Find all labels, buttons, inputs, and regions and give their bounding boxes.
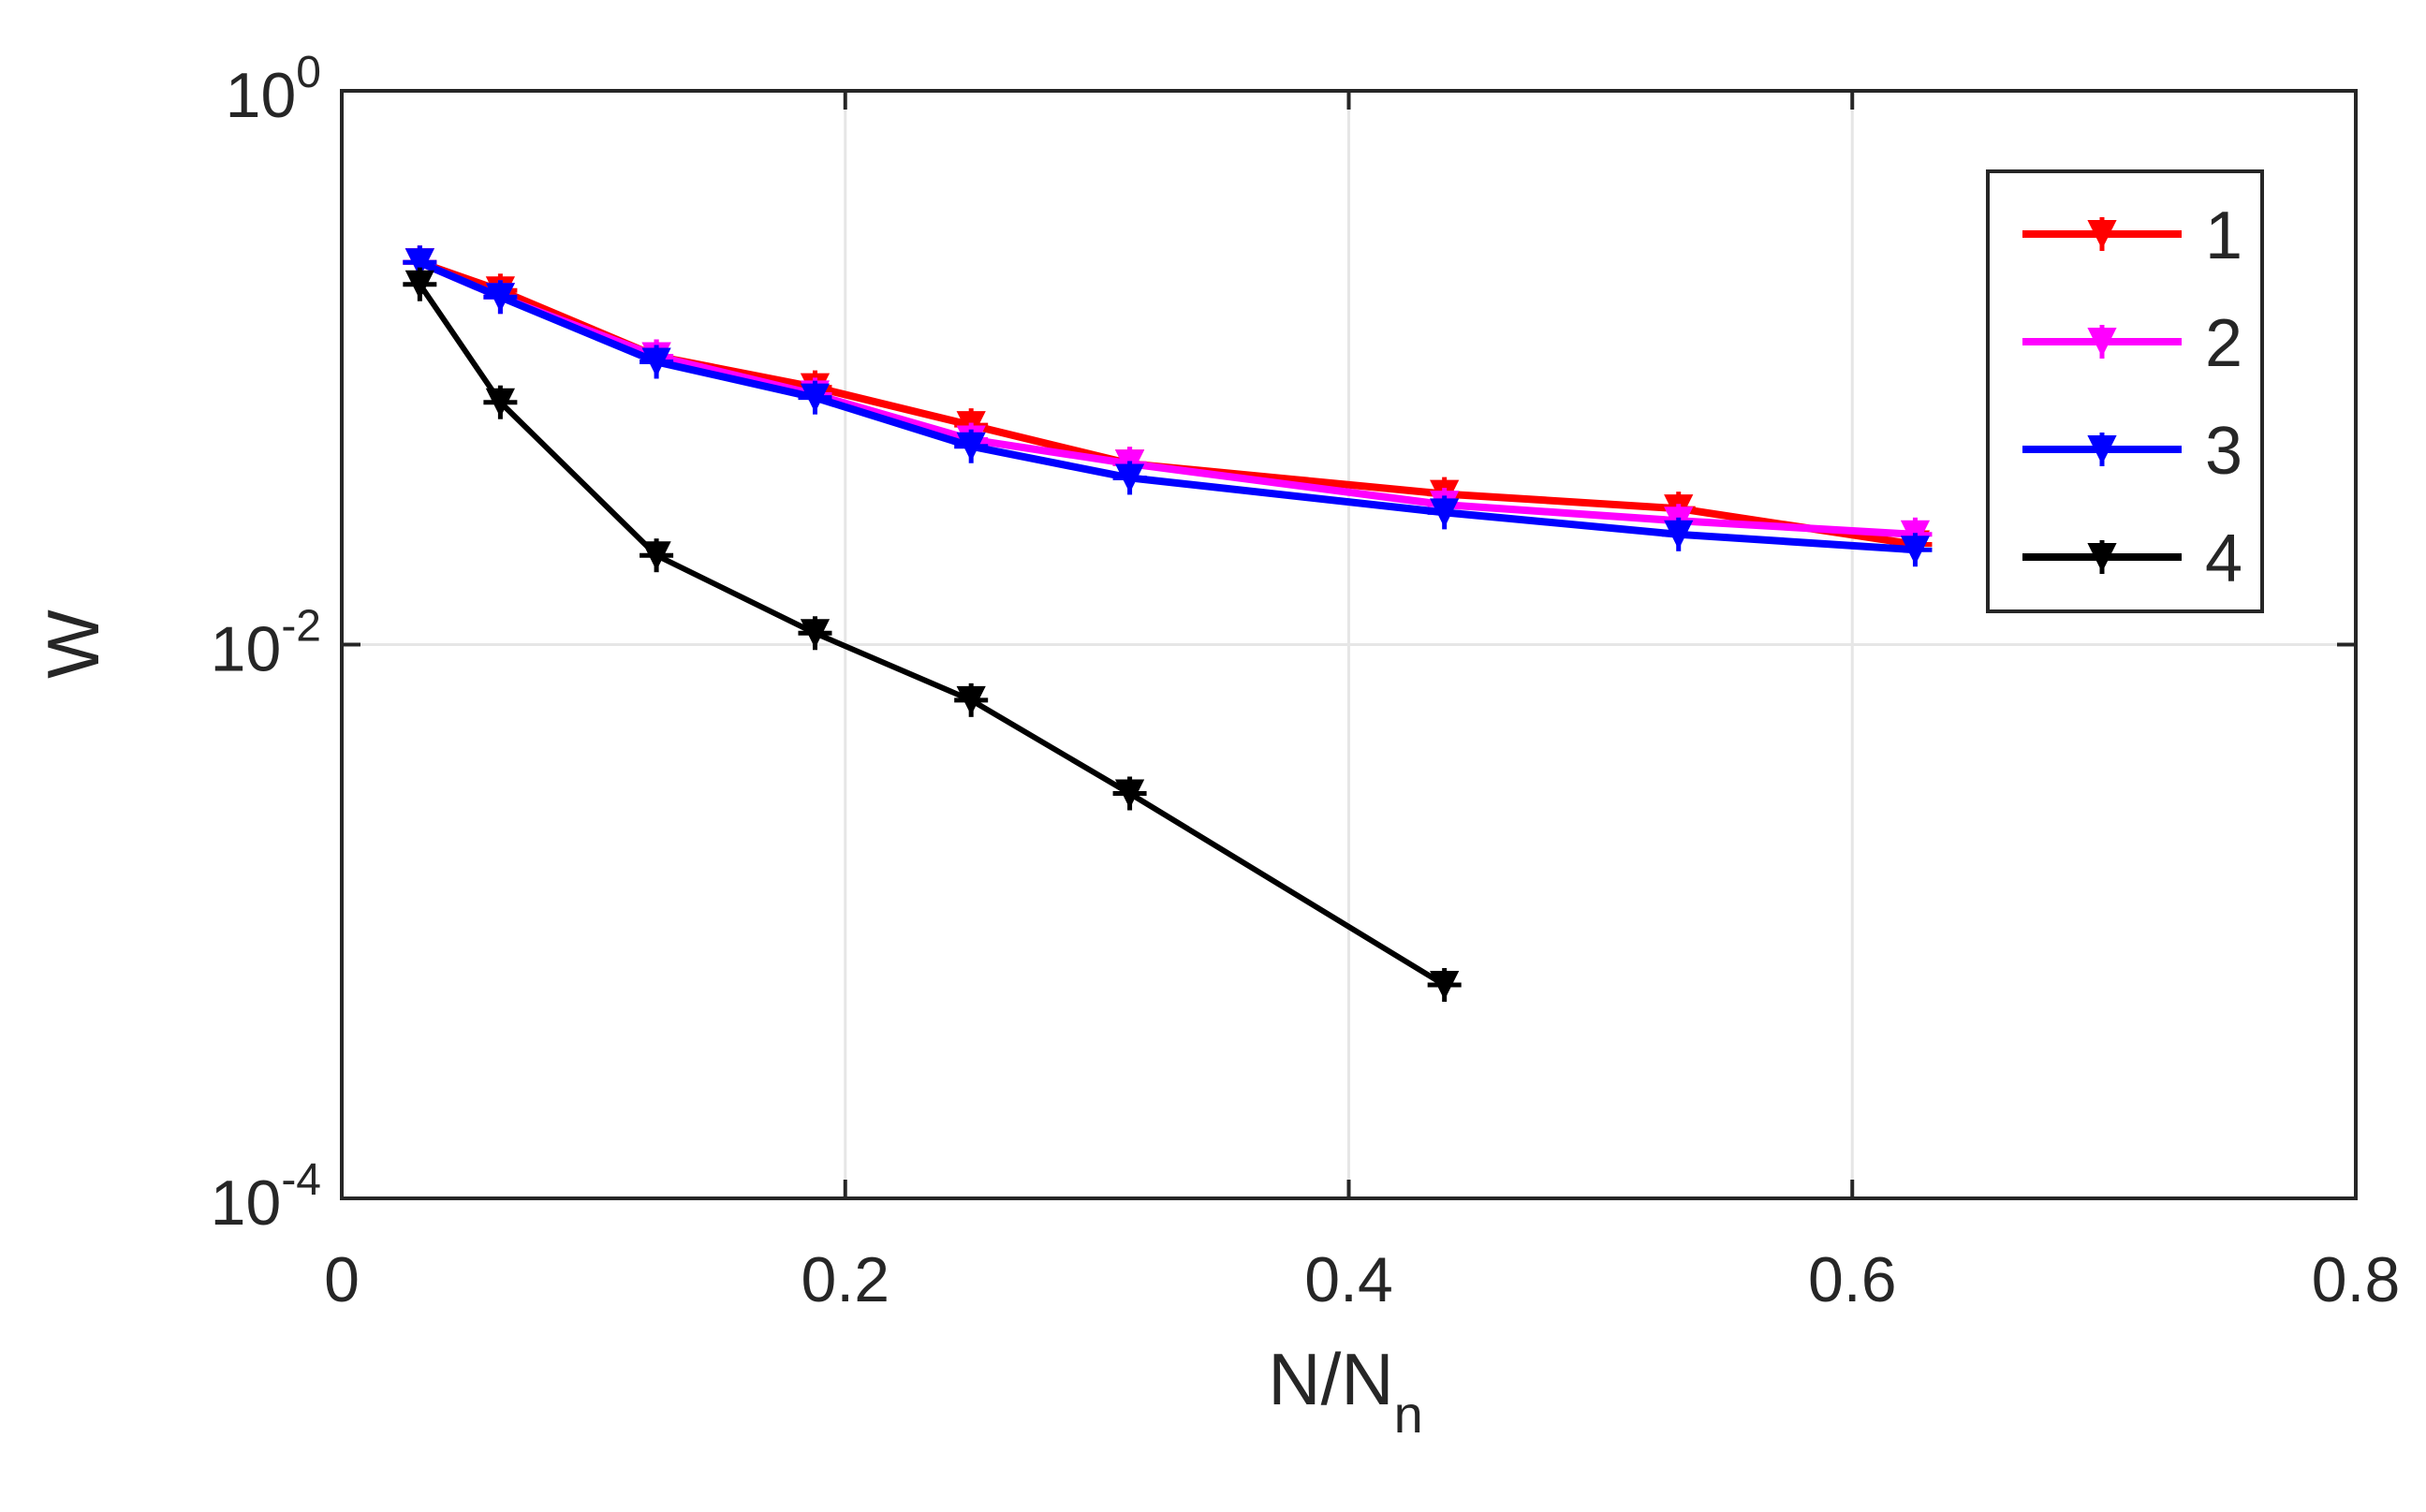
x-axis-label: N/Nn — [1268, 1338, 1423, 1444]
legend-marker — [2085, 217, 2119, 251]
data-point-3-4 — [954, 429, 989, 463]
legend-entries: 1 2 3 4 — [2022, 198, 2242, 596]
x-tick-label: 0.2 — [801, 1244, 890, 1315]
x-tick-label: 0.8 — [2312, 1244, 2401, 1315]
data-point-4-5 — [1112, 776, 1147, 811]
series-3 — [403, 245, 1933, 567]
x-tick-label: 0.6 — [1808, 1244, 1897, 1315]
legend: 1 2 3 4 — [1986, 169, 2264, 613]
tick-labels: 0 0.2 0.4 0.6 0.8 100 10-2 10-4 — [211, 48, 2401, 1315]
series-4 — [403, 267, 1462, 1003]
data-point-4-1 — [483, 385, 518, 419]
legend-entry-4: 4 — [2022, 521, 2242, 596]
data-point-3-7 — [1661, 517, 1696, 551]
data-point-4-4 — [954, 683, 989, 717]
x-tick-label: 0 — [324, 1244, 360, 1315]
series-line-2 — [416, 258, 1919, 538]
data-point-4-0 — [403, 267, 437, 301]
legend-marker — [2085, 433, 2119, 466]
data-point-3-6 — [1427, 495, 1462, 530]
data-point-4-2 — [640, 538, 674, 573]
y-tick-label: 100 — [226, 48, 321, 131]
series-1 — [403, 245, 1933, 562]
legend-label: 2 — [2205, 306, 2242, 381]
x-tick-label: 0.4 — [1304, 1244, 1393, 1315]
data-point-3-3 — [798, 380, 832, 415]
y-axis-label: W — [32, 609, 114, 679]
legend-entry-1: 1 — [2022, 198, 2242, 273]
legend-box — [1986, 169, 2264, 613]
series-line-1 — [416, 258, 1919, 549]
legend-entry-3: 3 — [2022, 414, 2242, 489]
data-point-3-8 — [1898, 533, 1933, 567]
series-layer — [403, 245, 1933, 1003]
data-point-3-2 — [640, 345, 674, 379]
data-point-3-1 — [483, 280, 518, 315]
y-tick-label: 10-4 — [211, 1155, 321, 1239]
tick-marks — [340, 89, 2358, 1200]
legend-label: 4 — [2205, 521, 2242, 596]
legend-marker — [2085, 325, 2119, 359]
data-point-4-3 — [798, 616, 832, 651]
y-tick-label: 10-2 — [211, 602, 321, 685]
series-2 — [403, 245, 1933, 551]
data-point-3-5 — [1112, 461, 1147, 495]
data-point-4-6 — [1427, 968, 1462, 1003]
legend-entry-2: 2 — [2022, 306, 2242, 381]
legend-marker — [2085, 540, 2119, 574]
legend-label: 1 — [2205, 198, 2242, 273]
series-line-4 — [417, 281, 1448, 989]
legend-label: 3 — [2205, 414, 2242, 489]
